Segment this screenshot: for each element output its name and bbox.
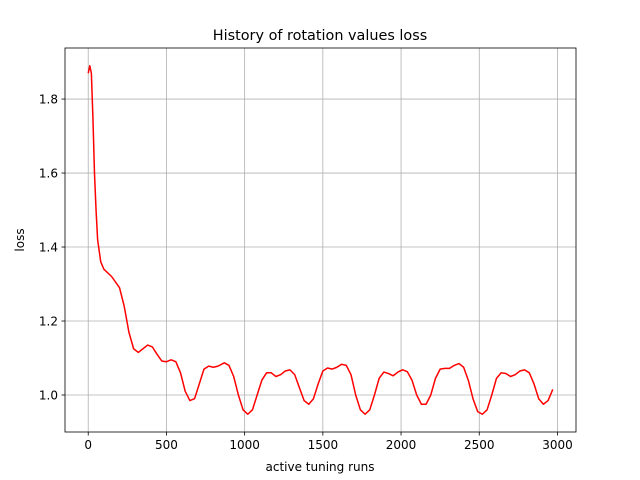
line-series [87, 65, 554, 415]
y-tick-label: 1.6 [39, 167, 58, 181]
chart-title: History of rotation values loss [213, 28, 427, 44]
x-tick-label: 2000 [386, 438, 417, 452]
y-axis-label: loss [13, 228, 27, 251]
x-axis-label: active tuning runs [266, 460, 375, 474]
x-tick-label: 1000 [229, 438, 260, 452]
y-tick-label: 1.2 [39, 315, 58, 329]
x-tick-label: 0 [84, 438, 92, 452]
x-tick-label: 1500 [308, 438, 339, 452]
y-tick-label: 1.0 [39, 389, 58, 403]
x-tick-label: 3000 [542, 438, 573, 452]
x-tick-label: 2500 [464, 438, 495, 452]
plot-area: 0 500 1000 1500 2000 2500 3000 1.0 1.2 1.4 1.6 1.8 [39, 48, 576, 452]
y-tick-label: 1.4 [39, 241, 58, 255]
x-tick-label: 500 [155, 438, 178, 452]
axes-frame [64, 47, 577, 433]
y-tick-label: 1.8 [39, 93, 58, 107]
